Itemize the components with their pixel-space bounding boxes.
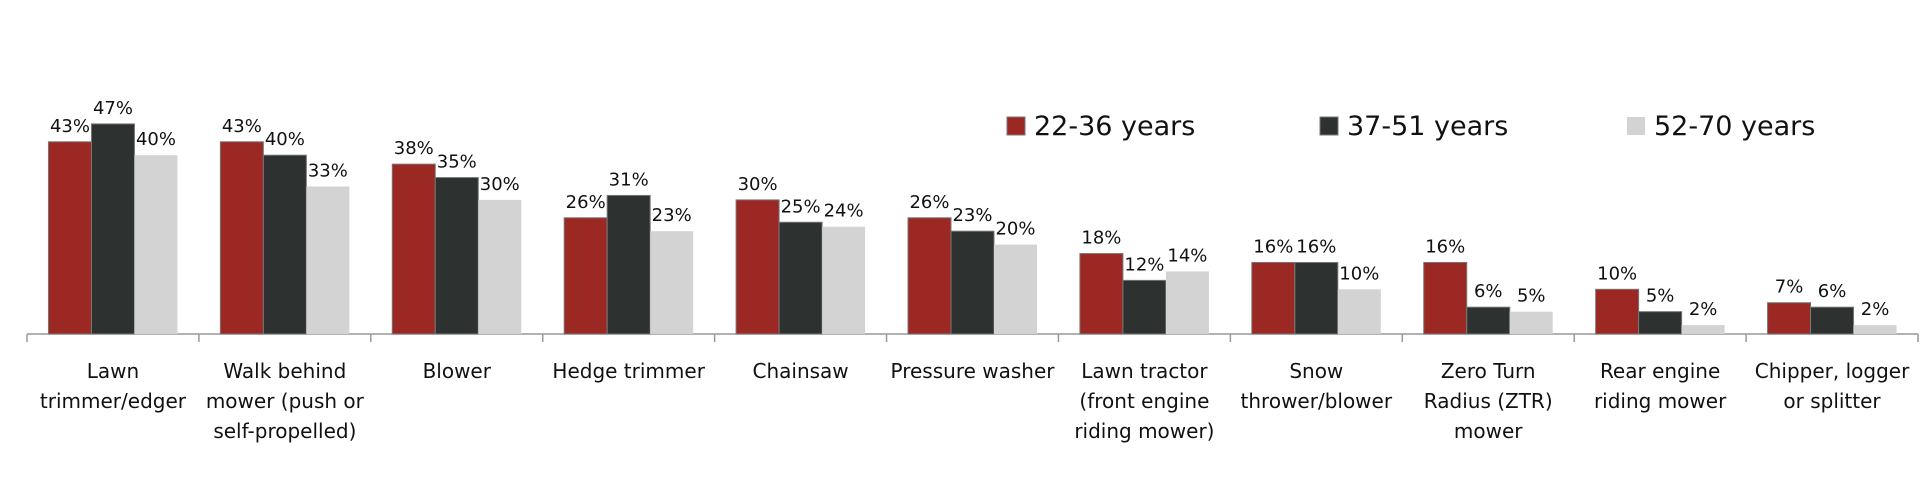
legend-swatch bbox=[1319, 116, 1339, 136]
bar bbox=[994, 244, 1037, 334]
data-label: 43% bbox=[50, 116, 90, 137]
data-label: 30% bbox=[480, 174, 520, 195]
bar bbox=[262, 154, 307, 335]
x-tick-label: Walk behind mower (push or self-propelle… bbox=[205, 359, 364, 443]
x-tick-label: Lawn tractor (front engine riding mower) bbox=[1074, 359, 1215, 443]
data-label: 18% bbox=[1081, 228, 1121, 249]
data-label: 25% bbox=[781, 196, 821, 217]
bar bbox=[1079, 253, 1124, 335]
data-label: 12% bbox=[1124, 254, 1164, 275]
x-tick-label: Snow thrower/blower bbox=[1240, 359, 1393, 413]
bar bbox=[1810, 306, 1855, 335]
bar bbox=[1681, 325, 1725, 334]
data-label: 20% bbox=[995, 219, 1035, 240]
data-label: 2% bbox=[1689, 299, 1718, 320]
bar bbox=[1466, 306, 1511, 335]
data-label: 6% bbox=[1818, 281, 1847, 302]
data-label: 26% bbox=[909, 192, 949, 213]
bar bbox=[219, 141, 264, 335]
bar bbox=[1122, 279, 1167, 335]
x-tick-label: Zero Turn Radius (ZTR) mower bbox=[1423, 359, 1553, 443]
bar bbox=[47, 141, 92, 335]
bar bbox=[1767, 302, 1812, 335]
bar bbox=[391, 163, 436, 335]
data-label: 24% bbox=[824, 201, 864, 222]
bar bbox=[306, 186, 350, 334]
legend-swatch bbox=[1627, 117, 1645, 135]
bar bbox=[1294, 261, 1339, 335]
bar bbox=[950, 230, 995, 335]
data-label: 14% bbox=[1167, 245, 1207, 266]
data-label: 40% bbox=[265, 129, 305, 150]
data-label: 5% bbox=[1646, 286, 1675, 307]
bar bbox=[563, 217, 608, 335]
x-tick-label: Hedge trimmer bbox=[552, 359, 705, 383]
bar bbox=[1509, 311, 1553, 334]
data-label: 47% bbox=[93, 98, 133, 119]
data-label: 2% bbox=[1861, 299, 1890, 320]
bar bbox=[1853, 325, 1897, 334]
data-label: 10% bbox=[1339, 263, 1379, 284]
bar bbox=[1423, 261, 1468, 335]
data-label: 31% bbox=[609, 169, 649, 190]
data-label: 33% bbox=[308, 160, 348, 181]
data-label: 30% bbox=[738, 174, 778, 195]
data-label: 10% bbox=[1597, 263, 1637, 284]
bar bbox=[434, 177, 479, 335]
legend-label: 37-51 years bbox=[1347, 111, 1508, 142]
legend-label: 52-70 years bbox=[1654, 111, 1815, 142]
bar bbox=[1251, 261, 1296, 335]
legend-swatch bbox=[1006, 116, 1026, 136]
data-label: 35% bbox=[437, 152, 477, 173]
bar bbox=[1595, 288, 1640, 335]
bar bbox=[735, 199, 780, 335]
x-tick-label: Pressure washer bbox=[890, 359, 1055, 383]
bar bbox=[1638, 311, 1683, 335]
data-label: 40% bbox=[136, 129, 176, 150]
data-label: 43% bbox=[222, 116, 262, 137]
x-tick-label: Chipper, logger or splitter bbox=[1754, 359, 1910, 413]
data-label: 16% bbox=[1425, 236, 1465, 257]
data-label: 38% bbox=[394, 138, 434, 159]
x-tick-label: Rear engine riding mower bbox=[1593, 359, 1727, 413]
bar bbox=[778, 221, 823, 335]
bar bbox=[606, 194, 651, 335]
data-label: 23% bbox=[652, 205, 692, 226]
legend-label: 22-36 years bbox=[1034, 111, 1195, 142]
bar bbox=[134, 155, 178, 334]
bar bbox=[650, 231, 694, 334]
data-label: 16% bbox=[1253, 236, 1293, 257]
bar bbox=[1337, 289, 1381, 334]
bar bbox=[478, 199, 522, 334]
x-tick-label: Blower bbox=[422, 359, 491, 383]
x-tick-label: Chainsaw bbox=[752, 359, 849, 383]
data-label: 23% bbox=[952, 205, 992, 226]
data-label: 7% bbox=[1775, 277, 1804, 298]
data-label: 5% bbox=[1517, 286, 1546, 307]
bar bbox=[1165, 271, 1209, 334]
bar bbox=[907, 217, 952, 335]
data-label: 16% bbox=[1296, 236, 1336, 257]
bar bbox=[822, 226, 866, 334]
data-label: 6% bbox=[1474, 281, 1503, 302]
bar bbox=[90, 123, 135, 335]
data-label: 26% bbox=[566, 192, 606, 213]
x-tick-label: Lawn trimmer/edger bbox=[39, 359, 186, 413]
